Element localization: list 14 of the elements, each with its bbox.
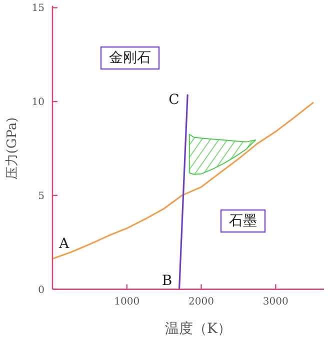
y-tick-label: 0 — [38, 284, 44, 296]
annotation: A — [58, 236, 70, 252]
annotation: C — [168, 92, 180, 108]
y-tick-label: 5 — [38, 190, 44, 202]
y-tick-label: 10 — [32, 97, 44, 108]
y-tick-label: 15 — [32, 3, 44, 14]
x-tick-label: 1000 — [114, 296, 140, 308]
annotation: 石墨 — [229, 213, 257, 229]
x-tick-label: 3000 — [262, 296, 288, 308]
annotation: B — [162, 273, 172, 289]
x-tick-label: 2000 — [188, 296, 214, 308]
y-axis-title: 压力(GPa) — [5, 117, 20, 180]
annotation: 金刚石 — [109, 50, 151, 66]
x-axis-title: 温度（K） — [165, 321, 232, 337]
